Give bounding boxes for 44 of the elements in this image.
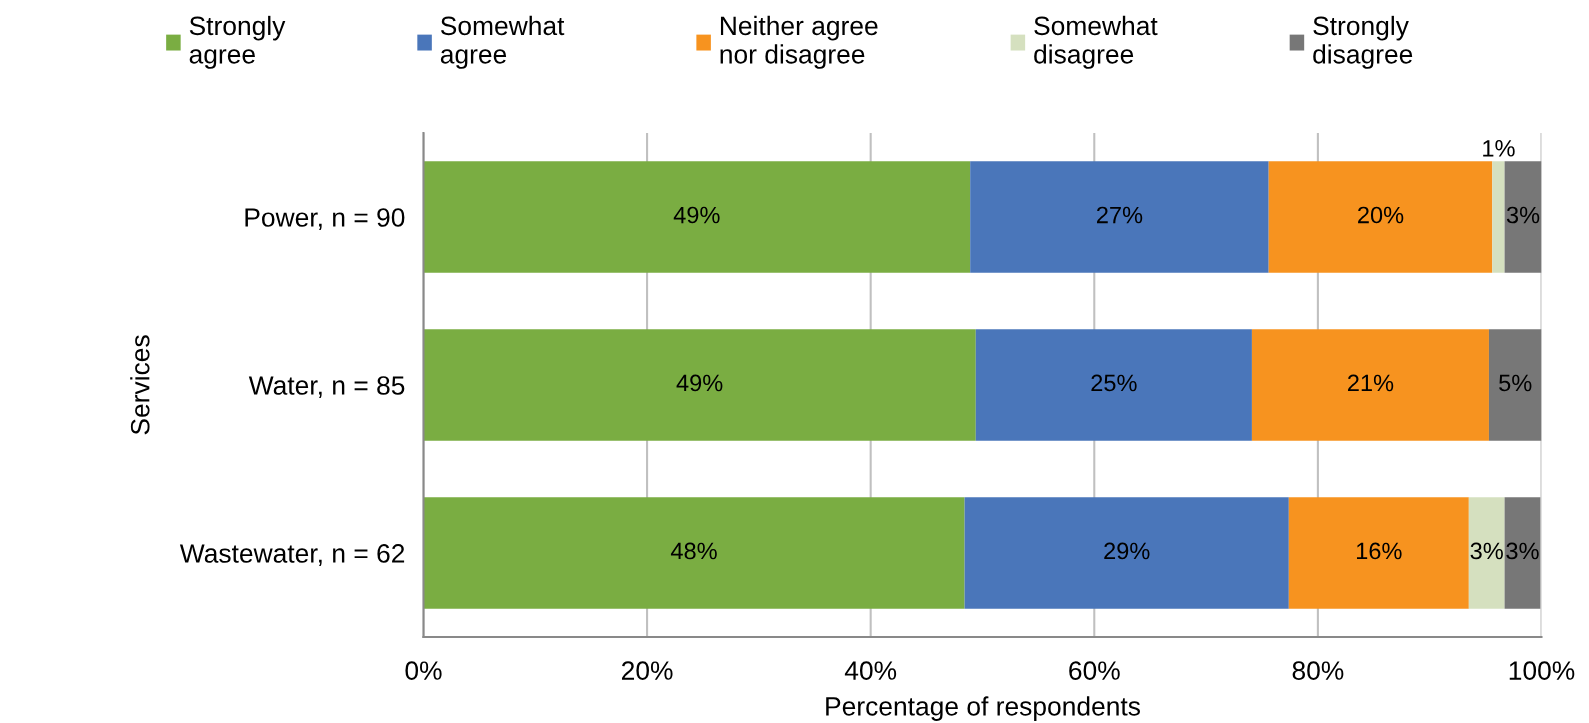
x-tick-label: 20% (621, 661, 673, 680)
data-label: 49% (676, 374, 723, 392)
y-tick-label: Power, n = 90 (245, 208, 405, 230)
legend-label: Neither agree nor disagree (720, 15, 878, 69)
bar (1492, 161, 1505, 273)
y-tick-label: Wastewater, n = 62 (179, 544, 405, 566)
y-tick-label: Water, n = 85 (248, 376, 405, 398)
data-label: 5% (1499, 374, 1532, 392)
bar (423, 497, 965, 609)
bar (1268, 161, 1493, 273)
x-tick-label: 60% (1069, 661, 1120, 680)
data-label: 25% (1091, 374, 1137, 392)
x-tick-label: 0% (405, 661, 442, 680)
data-label: 49% (673, 206, 720, 224)
x-tick-label: 40% (844, 661, 897, 680)
data-label: 16% (1356, 542, 1402, 560)
bar (423, 329, 976, 441)
y-axis-title: Services (130, 335, 150, 435)
data-label: 21% (1347, 374, 1394, 392)
legend-label: Strongly agree (189, 15, 286, 69)
bar (423, 161, 971, 273)
x-tick-label: 80% (1292, 661, 1344, 680)
legend-label: Strongly disagree (1313, 15, 1413, 69)
legend-label: Somewhat disagree (1034, 15, 1158, 69)
data-label: 3% (1506, 542, 1539, 560)
bar (1488, 329, 1542, 441)
data-label: 3% (1506, 206, 1540, 224)
legend-label: Somewhat agree (440, 15, 565, 69)
bar (1504, 161, 1542, 273)
x-axis-title: Percentage of respondents (826, 696, 1140, 721)
bar (975, 329, 1252, 441)
data-label: 29% (1104, 542, 1150, 560)
bar (970, 161, 1269, 273)
bar (964, 497, 1289, 609)
data-label: 20% (1358, 206, 1404, 224)
data-label: 1% (1483, 140, 1515, 157)
bar (1251, 329, 1489, 441)
data-label: 27% (1097, 206, 1143, 224)
data-label: 48% (670, 542, 717, 560)
bar (1504, 497, 1541, 609)
bar (1468, 497, 1505, 609)
data-label: 3% (1470, 542, 1503, 560)
bar (1288, 497, 1469, 609)
x-tick-label: 100% (1509, 661, 1575, 680)
